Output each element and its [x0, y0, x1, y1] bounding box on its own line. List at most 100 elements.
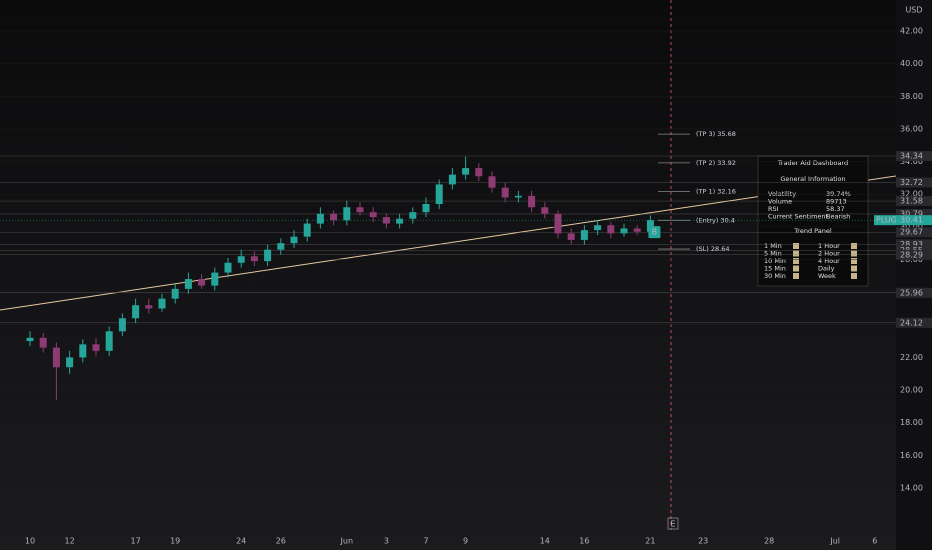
level-label: (TP 2) 33.92	[696, 159, 736, 167]
price-tag-label: 28.29	[900, 250, 923, 259]
buy-marker	[648, 226, 661, 239]
trend-box	[851, 250, 857, 257]
candle-body	[264, 249, 272, 262]
x-tick-label: 12	[65, 537, 75, 546]
price-tag-label: 25.96	[900, 288, 923, 297]
candle-body	[132, 305, 140, 319]
info-value: Bearish	[826, 213, 850, 221]
x-tick-label: 16	[579, 537, 589, 546]
trend-box	[851, 273, 857, 279]
price-axis	[896, 0, 932, 550]
trend-name: 15 Min	[764, 265, 786, 273]
candle-body	[646, 220, 654, 232]
candle-body	[290, 236, 298, 244]
trend-header: Trend Panel	[793, 227, 832, 235]
price-tag	[896, 196, 932, 207]
last-price-label: 30.41	[900, 216, 923, 225]
candle-body	[607, 225, 615, 234]
price-tag-label: 24.12	[900, 318, 923, 327]
x-tick-label: 17	[131, 537, 141, 546]
candle-body	[528, 195, 536, 208]
price-tag-label: 28.93	[900, 240, 923, 249]
level-label: (TP 3) 35.68	[696, 130, 736, 138]
trend-box	[793, 250, 799, 257]
trend-line	[0, 175, 897, 311]
earnings-marker-label: E	[670, 520, 675, 529]
candle-body	[343, 207, 351, 221]
x-tick-label: 21	[645, 537, 655, 546]
candle-body	[633, 228, 641, 232]
trend-name: Week	[818, 272, 836, 280]
price-tag	[896, 227, 932, 238]
y-tick-label: 22.00	[900, 353, 923, 362]
price-tag-label: 34.34	[900, 152, 923, 161]
info-value: 58.37	[826, 205, 845, 213]
buy-marker-label: B	[652, 228, 658, 237]
candle-body	[92, 344, 100, 351]
dashboard-box	[757, 155, 869, 287]
candle-body	[145, 305, 153, 309]
candle-body	[184, 279, 192, 289]
y-tick-label: 36.00	[900, 124, 923, 133]
candle-body	[501, 187, 509, 198]
y-tick-label: 14.00	[900, 483, 923, 492]
y-tick-label: 18.00	[900, 418, 923, 427]
y-tick-label: 16.00	[900, 451, 923, 460]
trend-box	[793, 273, 799, 279]
candle-body	[52, 347, 60, 368]
candle-body	[39, 337, 47, 348]
y-tick-label: 38.00	[900, 92, 923, 101]
trend-name: 1 Hour	[818, 242, 840, 250]
x-tick-label: 10	[25, 537, 35, 546]
price-tag-label: 32.72	[900, 178, 923, 187]
candle-body	[554, 213, 562, 234]
x-tick-label: 26	[276, 537, 286, 546]
candle-body	[541, 207, 549, 214]
dashboard-title: Trader Aid Dashboard	[777, 159, 848, 167]
candle-body	[250, 256, 258, 262]
candle-body	[79, 344, 87, 358]
candle-body	[211, 272, 219, 286]
info-name: Current Sentiment	[768, 213, 829, 221]
x-tick-label: 6	[872, 537, 877, 546]
symbol-tag	[874, 215, 896, 226]
trend-name: 2 Hour	[818, 250, 840, 258]
trend-box	[793, 265, 799, 272]
price-tag-label: 29.67	[900, 228, 923, 237]
price-tag	[896, 151, 932, 162]
candle-body	[105, 331, 113, 351]
x-tick-label: Jun	[340, 537, 354, 546]
trend-box	[851, 243, 857, 249]
candle-body	[409, 212, 417, 219]
trend-box	[851, 258, 857, 264]
trend-name: 4 Hour	[818, 257, 840, 265]
x-tick-label: 19	[170, 537, 180, 546]
last-price-tag	[896, 215, 932, 226]
candle-body	[435, 184, 443, 205]
candle-body	[66, 357, 74, 368]
currency: USD	[905, 6, 922, 15]
trend-name: 10 Min	[764, 257, 786, 265]
candle-body	[369, 212, 377, 218]
trend-name: 30 Min	[764, 272, 786, 280]
level-label: (SL) 28.64	[696, 245, 730, 253]
price-tag	[896, 317, 932, 328]
symbol-label: PLUG	[876, 216, 897, 225]
trend-box	[793, 243, 799, 249]
price-tag-label: 30.79	[900, 209, 923, 218]
general-header: General Information	[780, 175, 845, 183]
candle-body	[224, 262, 232, 273]
y-tick-label: 20.00	[900, 386, 923, 395]
candle-body	[594, 225, 602, 231]
candle-body	[356, 207, 364, 213]
candle-body	[422, 204, 430, 213]
x-tick-label: 23	[698, 537, 708, 546]
x-tick-label: 3	[384, 537, 389, 546]
x-tick-label: 9	[463, 537, 468, 546]
price-tag	[896, 249, 932, 260]
earnings-marker	[667, 517, 679, 530]
candle-body	[462, 168, 470, 175]
candle-body	[158, 298, 166, 309]
price-tag	[896, 239, 932, 250]
